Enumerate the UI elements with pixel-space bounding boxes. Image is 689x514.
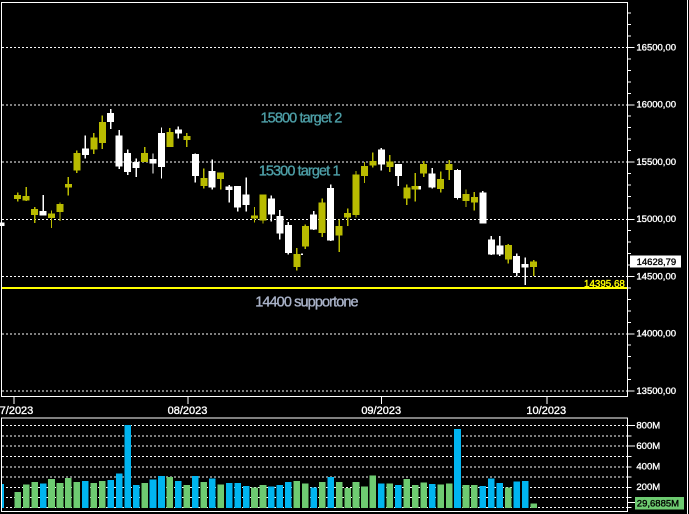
svg-text:16000,00: 16000,00 <box>636 100 676 111</box>
svg-text:14628,79: 14628,79 <box>637 257 677 268</box>
svg-text:14000,00: 14000,00 <box>636 329 676 340</box>
svg-text:14500,00: 14500,00 <box>636 271 676 282</box>
svg-text:15800 target 2: 15800 target 2 <box>261 110 343 126</box>
svg-text:09/2023: 09/2023 <box>361 405 401 417</box>
svg-text:08/2023: 08/2023 <box>168 405 208 417</box>
svg-text:10/2023: 10/2023 <box>526 405 566 417</box>
svg-text:07/2023: 07/2023 <box>0 405 33 417</box>
svg-text:800M: 800M <box>636 420 660 431</box>
svg-text:15300 target 1: 15300 target 1 <box>259 164 341 180</box>
svg-text:16500,00: 16500,00 <box>636 42 676 53</box>
svg-text:14400 supportone: 14400 supportone <box>255 294 358 310</box>
svg-text:13500,00: 13500,00 <box>636 386 676 397</box>
svg-text:15000,00: 15000,00 <box>636 214 676 225</box>
svg-text:14395.68: 14395.68 <box>584 279 625 290</box>
svg-text:400M: 400M <box>636 461 660 472</box>
svg-text:600M: 600M <box>636 441 660 452</box>
svg-text:29,6885M: 29,6885M <box>637 499 679 510</box>
svg-text:200M: 200M <box>636 482 660 493</box>
svg-text:15500,00: 15500,00 <box>636 157 676 168</box>
